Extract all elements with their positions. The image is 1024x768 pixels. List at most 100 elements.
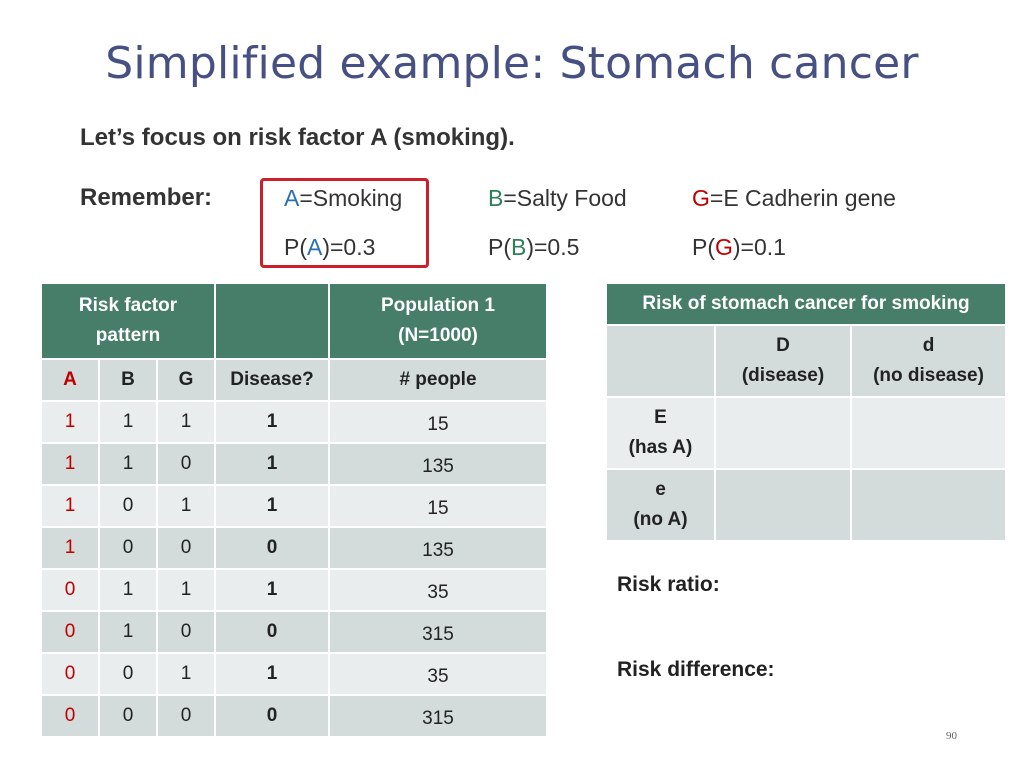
cell-disease: 1: [214, 484, 330, 528]
cell-a: 1: [40, 484, 100, 528]
corner-cell: [605, 324, 716, 398]
column-disease: D (disease): [714, 324, 852, 398]
factor-a-letter: A: [284, 185, 300, 211]
cell-a: 0: [40, 652, 100, 696]
cell-exposed-no-disease: [849, 396, 1008, 470]
table-row: 0 0 1 1 35: [40, 652, 548, 696]
cell-g: 0: [156, 526, 216, 570]
table-row: 0 1 0 0 315: [40, 610, 548, 654]
cell-a: 0: [40, 694, 100, 738]
table-row: 1 1 1 1 15: [40, 400, 548, 444]
factor-b-letter: B: [511, 234, 527, 260]
prob-prefix: P(: [692, 234, 715, 260]
header-population-line1: Population 1: [381, 295, 495, 316]
cell-people: 135: [328, 526, 548, 570]
header-population-line2: (N=1000): [398, 325, 478, 346]
factor-g-name: =E Cadherin gene: [709, 185, 896, 211]
row-unexposed-sublabel: (no A): [633, 509, 688, 530]
cell-disease: 0: [214, 526, 330, 570]
cell-a: 0: [40, 610, 100, 654]
risk-ratio-label: Risk ratio:: [617, 573, 720, 596]
smoking-highlight-box: [260, 178, 429, 268]
cell-a: 1: [40, 442, 100, 486]
cell-b: 1: [98, 442, 158, 486]
row-unexposed: e (no A): [605, 468, 716, 542]
cell-disease: 1: [214, 442, 330, 486]
column-disease-sublabel: (disease): [741, 365, 825, 386]
table-row: 0 1 1 1 35: [40, 568, 548, 612]
slide-title: Simplified example: Stomach cancer: [105, 38, 919, 89]
page-number: 90: [946, 730, 957, 742]
column-header-people: # people: [328, 358, 548, 402]
risk-difference-label: Risk difference:: [617, 658, 775, 681]
pattern-rows: 1 1 1 1 15 1 1 0 1 135 1 0 1 1 15 1 0 0 0 135 0 1 1 1 35 0 1 0 0 315 0…: [40, 400, 548, 738]
cell-people: 35: [328, 568, 548, 612]
factor-g-definition: G=E Cadherin gene: [692, 185, 896, 212]
factor-a-letter: A: [307, 234, 323, 260]
cell-disease: 0: [214, 610, 330, 654]
prob-suffix: )=0.5: [526, 234, 580, 260]
cell-g: 1: [156, 568, 216, 612]
table-row: 1 0 0 0 135: [40, 526, 548, 570]
factor-b-probability: P(B)=0.5: [488, 234, 579, 261]
cell-people: 15: [328, 484, 548, 528]
factor-a-definition: A=Smoking: [284, 185, 402, 212]
factor-b-letter: B: [488, 185, 504, 211]
prob-prefix: P(: [488, 234, 511, 260]
cell-g: 1: [156, 652, 216, 696]
column-header-disease: Disease?: [214, 358, 330, 402]
row-exposed-label: E: [654, 407, 667, 428]
column-header-g: G: [156, 358, 216, 402]
table-row: 1 0 1 1 15: [40, 484, 548, 528]
cell-people: 35: [328, 652, 548, 696]
row-exposed: E (has A): [605, 396, 716, 470]
column-header-b: B: [98, 358, 158, 402]
cell-unexposed-disease: [714, 468, 852, 542]
factor-b-definition: B=Salty Food: [488, 185, 627, 212]
row-exposed-sublabel: (has A): [628, 437, 693, 458]
cell-people: 135: [328, 442, 548, 486]
cell-g: 1: [156, 400, 216, 444]
header-pattern-text: Risk factor pattern: [78, 295, 178, 346]
remember-label: Remember:: [80, 184, 213, 211]
cell-b: 0: [98, 694, 158, 738]
column-no-disease: d (no disease): [849, 324, 1008, 398]
cell-b: 1: [98, 400, 158, 444]
cell-unexposed-no-disease: [849, 468, 1008, 542]
cell-b: 0: [98, 652, 158, 696]
column-disease-label: D: [776, 335, 790, 356]
cell-b: 1: [98, 568, 158, 612]
cell-a: 1: [40, 526, 100, 570]
header-population: Population 1 (N=1000): [328, 282, 548, 360]
table-row: 1 1 0 1 135: [40, 442, 548, 486]
focus-statement: Let’s focus on risk factor A (smoking).: [80, 124, 515, 151]
column-header-row: A B G Disease? # people: [40, 358, 548, 402]
factor-g-letter: G: [692, 185, 710, 211]
cell-g: 0: [156, 442, 216, 486]
prob-suffix: )=0.3: [322, 234, 376, 260]
risk-pattern-table: Risk factor pattern Population 1 (N=1000…: [40, 282, 548, 738]
contingency-title: Risk of stomach cancer for smoking: [604, 282, 1008, 326]
contingency-table: Risk of stomach cancer for smoking D (di…: [604, 282, 1008, 542]
cell-people: 15: [328, 400, 548, 444]
cell-b: 1: [98, 610, 158, 654]
header-empty: [214, 282, 330, 360]
cell-a: 0: [40, 568, 100, 612]
column-header-a: A: [40, 358, 100, 402]
cell-disease: 1: [214, 400, 330, 444]
header-risk-factor-pattern: Risk factor pattern: [40, 282, 216, 360]
factor-b-name: =Salty Food: [503, 185, 627, 211]
cell-disease: 1: [214, 652, 330, 696]
prob-prefix: P(: [284, 234, 307, 260]
cell-exposed-disease: [714, 396, 852, 470]
cell-people: 315: [328, 694, 548, 738]
column-no-disease-sublabel: (no disease): [873, 365, 984, 386]
column-no-disease-label: d: [922, 335, 935, 356]
cell-b: 0: [98, 484, 158, 528]
cell-g: 0: [156, 694, 216, 738]
cell-b: 0: [98, 526, 158, 570]
row-unexposed-label: e: [655, 479, 666, 500]
cell-g: 0: [156, 610, 216, 654]
factor-g-probability: P(G)=0.1: [692, 234, 786, 261]
cell-g: 1: [156, 484, 216, 528]
